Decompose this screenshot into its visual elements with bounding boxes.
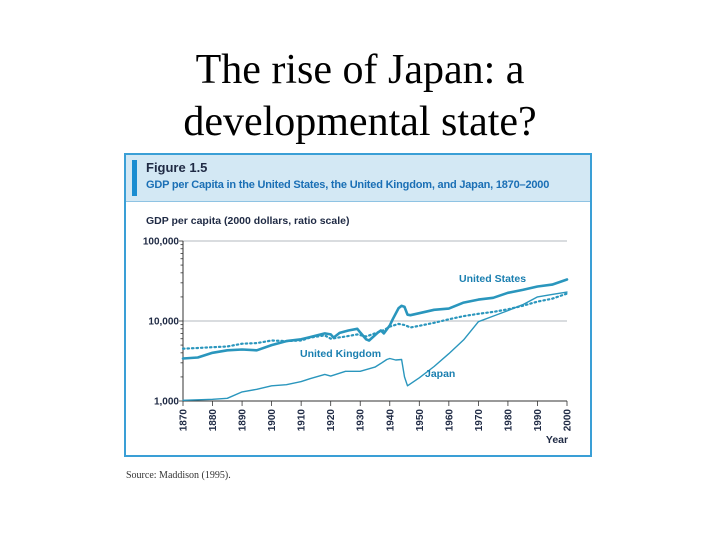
- uk-series-line: [181, 292, 569, 350]
- x-tick-label: 1900: [267, 409, 278, 432]
- japan-series-line: [182, 291, 568, 401]
- figure-caption: GDP per Capita in the United States, the…: [146, 179, 550, 191]
- slide-title: The rise of Japan: a developmental state…: [0, 44, 720, 148]
- figure-panel: Figure 1.5 GDP per Capita in the United …: [124, 153, 592, 457]
- x-tick-label: 1890: [238, 409, 249, 432]
- figure-header: Figure 1.5 GDP per Capita in the United …: [126, 155, 590, 202]
- figure-label: Figure 1.5: [146, 160, 208, 175]
- source-note: Source: Maddison (1995).: [126, 470, 231, 481]
- x-tick-label: 1940: [385, 409, 396, 432]
- x-tick-label: 1880: [208, 409, 219, 432]
- y-tick-label: 10,000: [148, 317, 179, 328]
- gdp-line-chart: GDP per capita (2000 dollars, ratio scal…: [143, 215, 574, 446]
- x-tick-label: 1970: [474, 409, 485, 432]
- slide-title-line-1: The rise of Japan: a: [195, 47, 525, 93]
- x-tick-label: 1990: [533, 409, 544, 432]
- series-label-united-kingdom: United Kingdom: [300, 348, 381, 360]
- figure-accent-bar: [132, 160, 137, 196]
- x-tick-label: 1910: [297, 409, 308, 432]
- slide-title-line-2: developmental state?: [183, 99, 537, 145]
- x-tick-label: 1960: [444, 409, 455, 432]
- series-label-japan: Japan: [425, 368, 455, 380]
- y-tick-label: 1,000: [154, 397, 179, 408]
- y-tick-label: 100,000: [143, 237, 180, 248]
- x-tick-label: 1980: [503, 409, 514, 432]
- x-tick-label: 1920: [326, 409, 337, 432]
- series-label-united-states: United States: [459, 273, 526, 285]
- us-series-line: [181, 278, 569, 360]
- x-tick-label: 1870: [179, 409, 190, 432]
- x-tick-label: 1950: [415, 409, 426, 432]
- x-tick-label: 1930: [356, 409, 367, 432]
- x-axis-title: Year: [546, 434, 568, 446]
- x-tick-label: 2000: [563, 409, 574, 432]
- y-axis-title: GDP per capita (2000 dollars, ratio scal…: [146, 215, 349, 227]
